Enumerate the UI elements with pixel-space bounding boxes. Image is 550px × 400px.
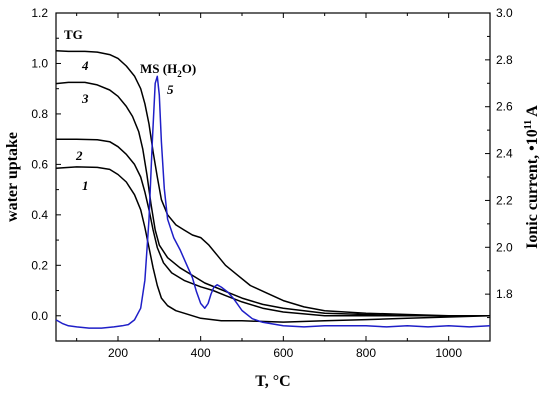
x-tick-label: 600 <box>273 346 293 360</box>
ms-annotation-suffix: O) <box>182 61 196 76</box>
series-line-5 <box>55 75 491 329</box>
x-tick-label: 400 <box>191 346 211 360</box>
y-right-tick-label: 2.8 <box>496 53 513 67</box>
series-line-4 <box>55 50 490 317</box>
ms-annotation-sub: 2 <box>177 69 182 79</box>
y-right-axis-title: Ionic current, •1011 A <box>523 105 541 249</box>
series-line-1 <box>55 166 491 323</box>
y-right-tick-label: 1.8 <box>496 287 513 301</box>
tg-annotation: TG <box>64 27 83 42</box>
x-axis-title: T, °C <box>255 373 290 390</box>
y-left-tick-label: 0.0 <box>31 309 48 323</box>
y-left-tick-label: 0.6 <box>31 157 48 171</box>
series-line-2 <box>56 138 490 317</box>
y-left-tick-label: 1.0 <box>31 56 48 70</box>
y-left-tick-label: 0.4 <box>31 208 48 222</box>
y-left-tick-label: 0.8 <box>31 107 48 121</box>
x-tick-label: 1000 <box>435 346 462 360</box>
y-right-title-unit: A <box>524 105 541 120</box>
curve-label-2: 2 <box>75 148 83 163</box>
curve-label-5: 5 <box>167 82 174 97</box>
y-left-axis-title: water uptake <box>4 132 21 222</box>
y-right-tick-label: 2.4 <box>496 147 513 161</box>
y-right-title-sup: 11 <box>523 120 534 129</box>
curve-label-1: 1 <box>82 178 89 193</box>
y-left-tick-label: 0.2 <box>31 258 48 272</box>
y-right-tick-label: 2.0 <box>496 240 513 254</box>
curve-label-3: 3 <box>81 91 89 106</box>
ms-annotation-prefix: MS (H <box>140 61 177 76</box>
curve-label-4: 4 <box>81 58 89 73</box>
y-right-tick-label: 2.2 <box>496 193 513 207</box>
y-left-tick-label: 1.2 <box>31 6 48 20</box>
ms-h2o-annotation: MS (H2O) <box>140 61 196 79</box>
y-right-title-main: Ionic current, •10 <box>524 129 541 249</box>
y-right-tick-label: 3.0 <box>496 6 513 20</box>
x-tick-label: 200 <box>108 346 128 360</box>
x-tick-label: 800 <box>356 346 376 360</box>
y-right-tick-label: 2.6 <box>496 100 513 114</box>
series-line-3 <box>55 81 490 317</box>
